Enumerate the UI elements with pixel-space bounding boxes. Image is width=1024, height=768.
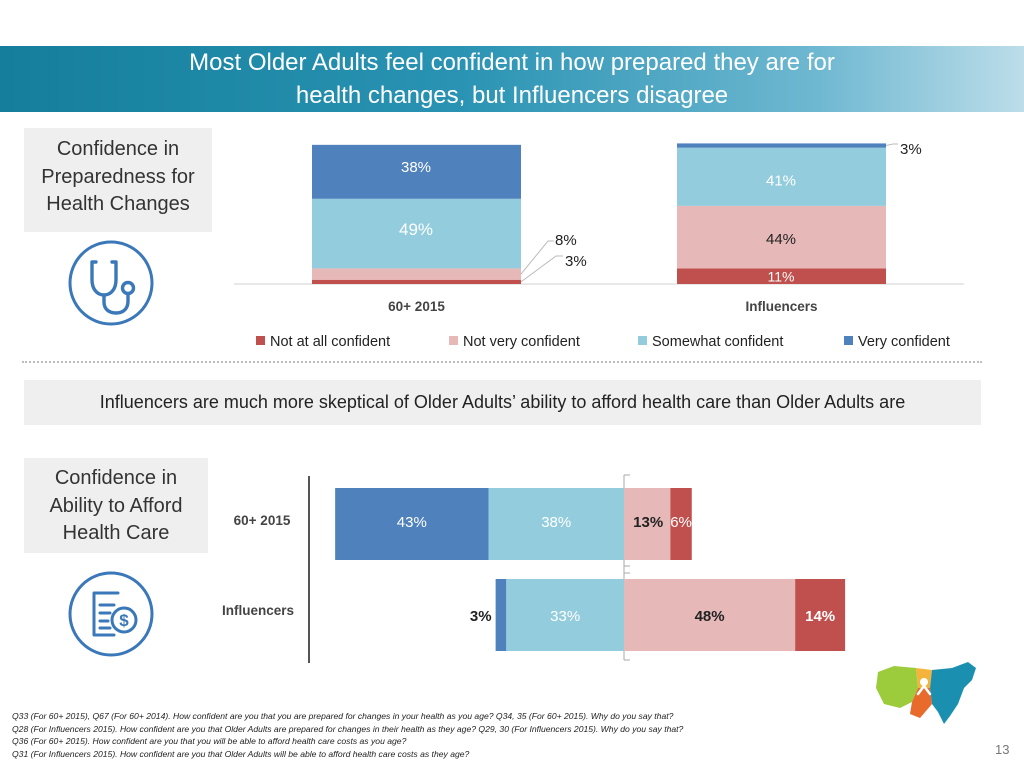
section-divider [22, 361, 982, 363]
slide-title-line-2: health changes, but Influencers disagree [295, 82, 729, 109]
chart2-data-label-influencers-not-at-all-confident: 14% [805, 608, 835, 625]
chart1-category-label-influencers: Influencers [745, 299, 817, 314]
chart1-leader-60-2015-not-very [520, 240, 554, 275]
chart1-data-label-influencers-not-very-confident: 44% [766, 231, 796, 248]
chart1-data-label-influencers-very-confident: 3% [900, 141, 922, 158]
page-number: 13 [995, 742, 1010, 757]
legend-swatch-not-at-all [256, 336, 265, 345]
footnote-line: Q33 (For 60+ 2015), Q67 (For 60+ 2014). … [12, 711, 674, 721]
chart2-category-label-influencers: Influencers [222, 603, 294, 618]
chart2-bar-influencers-not-very-confident [624, 579, 796, 651]
chart1-leader-influencers-very [885, 143, 898, 147]
legend-label: Very confident [858, 334, 950, 350]
footnote-line: Q31 (For Influencers 2015). How confiden… [12, 748, 470, 759]
medical-bill-dollar-icon: $ [68, 571, 154, 657]
chart1-bar-influencers-not-at-all-confident [677, 268, 886, 284]
chart1-data-label-60-2015-very-confident: 38% [401, 159, 431, 176]
chart2-bar-60-2015-somewhat-confident [488, 488, 624, 560]
slide-title-line-1: Most Older Adults feel confident in how … [189, 49, 835, 76]
chart1-bar-60-2015-very-confident [312, 144, 521, 199]
preparedness-label-line: Preparedness for [41, 165, 195, 188]
chart1-bar-influencers-somewhat-confident [677, 147, 886, 206]
legend-label: Not very confident [463, 334, 580, 350]
chart1-data-label-60-2015-somewhat-confident: 49% [399, 220, 433, 239]
chart2-data-label-60-2015-not-at-all-confident: 6% [670, 514, 692, 531]
chart1-bar-influencers-not-very-confident [677, 205, 886, 269]
chart1-bar-influencers-very-confident [677, 143, 886, 148]
us-map-logo [876, 662, 976, 724]
afford-banner: Influencers are much more skeptical of O… [24, 380, 981, 425]
legend-item-not-very: Not very confident [449, 334, 580, 350]
legend-item-very: Very confident [844, 334, 950, 350]
afford-label-box: Confidence in Ability to Afford Health C… [24, 458, 208, 553]
chart2-bar-60-2015-not-very-confident [624, 488, 671, 560]
chart1-leader-60-2015-not-at-all [520, 255, 563, 283]
chart2-data-label-influencers-very-confident: 3% [470, 608, 492, 625]
chart2-category-label-60-2015: 60+ 2015 [234, 513, 291, 528]
footnotes: Q33 (For 60+ 2015), Q67 (For 60+ 2014). … [12, 710, 892, 760]
chart2-data-label-60-2015-somewhat-confident: 38% [541, 514, 571, 531]
chart2-bar-influencers-very-confident [495, 579, 507, 651]
chart2-bar-influencers-somewhat-confident [506, 579, 624, 651]
chart1-data-label-influencers-somewhat-confident: 41% [766, 173, 796, 190]
title-bar: Most Older Adults feel confident in how … [0, 46, 1024, 112]
legend-item-not-at-all: Not at all confident [256, 334, 390, 350]
legend-item-somewhat: Somewhat confident [638, 334, 783, 350]
chart1-bar-60-2015-not-very-confident [312, 268, 521, 280]
preparedness-label-line: Confidence in [56, 138, 180, 160]
preparedness-label-line: Health Changes [46, 193, 190, 215]
afford-label-line: Health Care [62, 522, 170, 544]
legend-label: Not at all confident [270, 334, 391, 350]
chart2-data-label-influencers-somewhat-confident: 33% [550, 608, 580, 625]
chart2-bar-60-2015-not-at-all-confident [670, 488, 692, 560]
footnote-line: Q28 (For Influencers 2015). How confiden… [12, 723, 684, 734]
chart2-data-label-60-2015-not-very-confident: 13% [633, 514, 663, 531]
chart1-data-label-60-2015-not-at-all-confident: 3% [565, 253, 587, 270]
footnote-line: Q36 (For 60+ 2015). How confident are yo… [12, 736, 407, 746]
svg-text:$: $ [119, 611, 129, 630]
afford-label-line: Confidence in [54, 467, 178, 489]
chart2-data-label-60-2015-very-confident: 43% [397, 514, 427, 531]
legend-swatch-very [844, 336, 853, 345]
chart2-bar-influencers-not-at-all-confident [795, 579, 846, 651]
legend-swatch-not-very [449, 336, 458, 345]
legend: Not at all confident Not very confident … [0, 334, 1024, 352]
legend-label: Somewhat confident [652, 334, 784, 350]
afford-label-line: Ability to Afford [49, 494, 183, 517]
chart1-data-label-60-2015-not-very-confident: 8% [555, 232, 577, 249]
chart1-category-label-60-2015: 60+ 2015 [388, 299, 445, 314]
chart1-bar-60-2015-somewhat-confident [312, 198, 521, 269]
preparedness-label-box: Confidence in Preparedness for Health Ch… [24, 128, 212, 232]
stethoscope-icon [68, 240, 154, 326]
slide-title: Most Older Adults feel confident in how … [0, 46, 1024, 112]
chart2-data-label-influencers-not-very-confident: 48% [695, 608, 725, 625]
legend-swatch-somewhat [638, 336, 647, 345]
chart2-bar-60-2015-very-confident [335, 488, 489, 560]
chart1-data-label-influencers-not-at-all-confident: 11% [768, 268, 795, 284]
chart1-bar-60-2015-not-at-all-confident [312, 279, 521, 284]
